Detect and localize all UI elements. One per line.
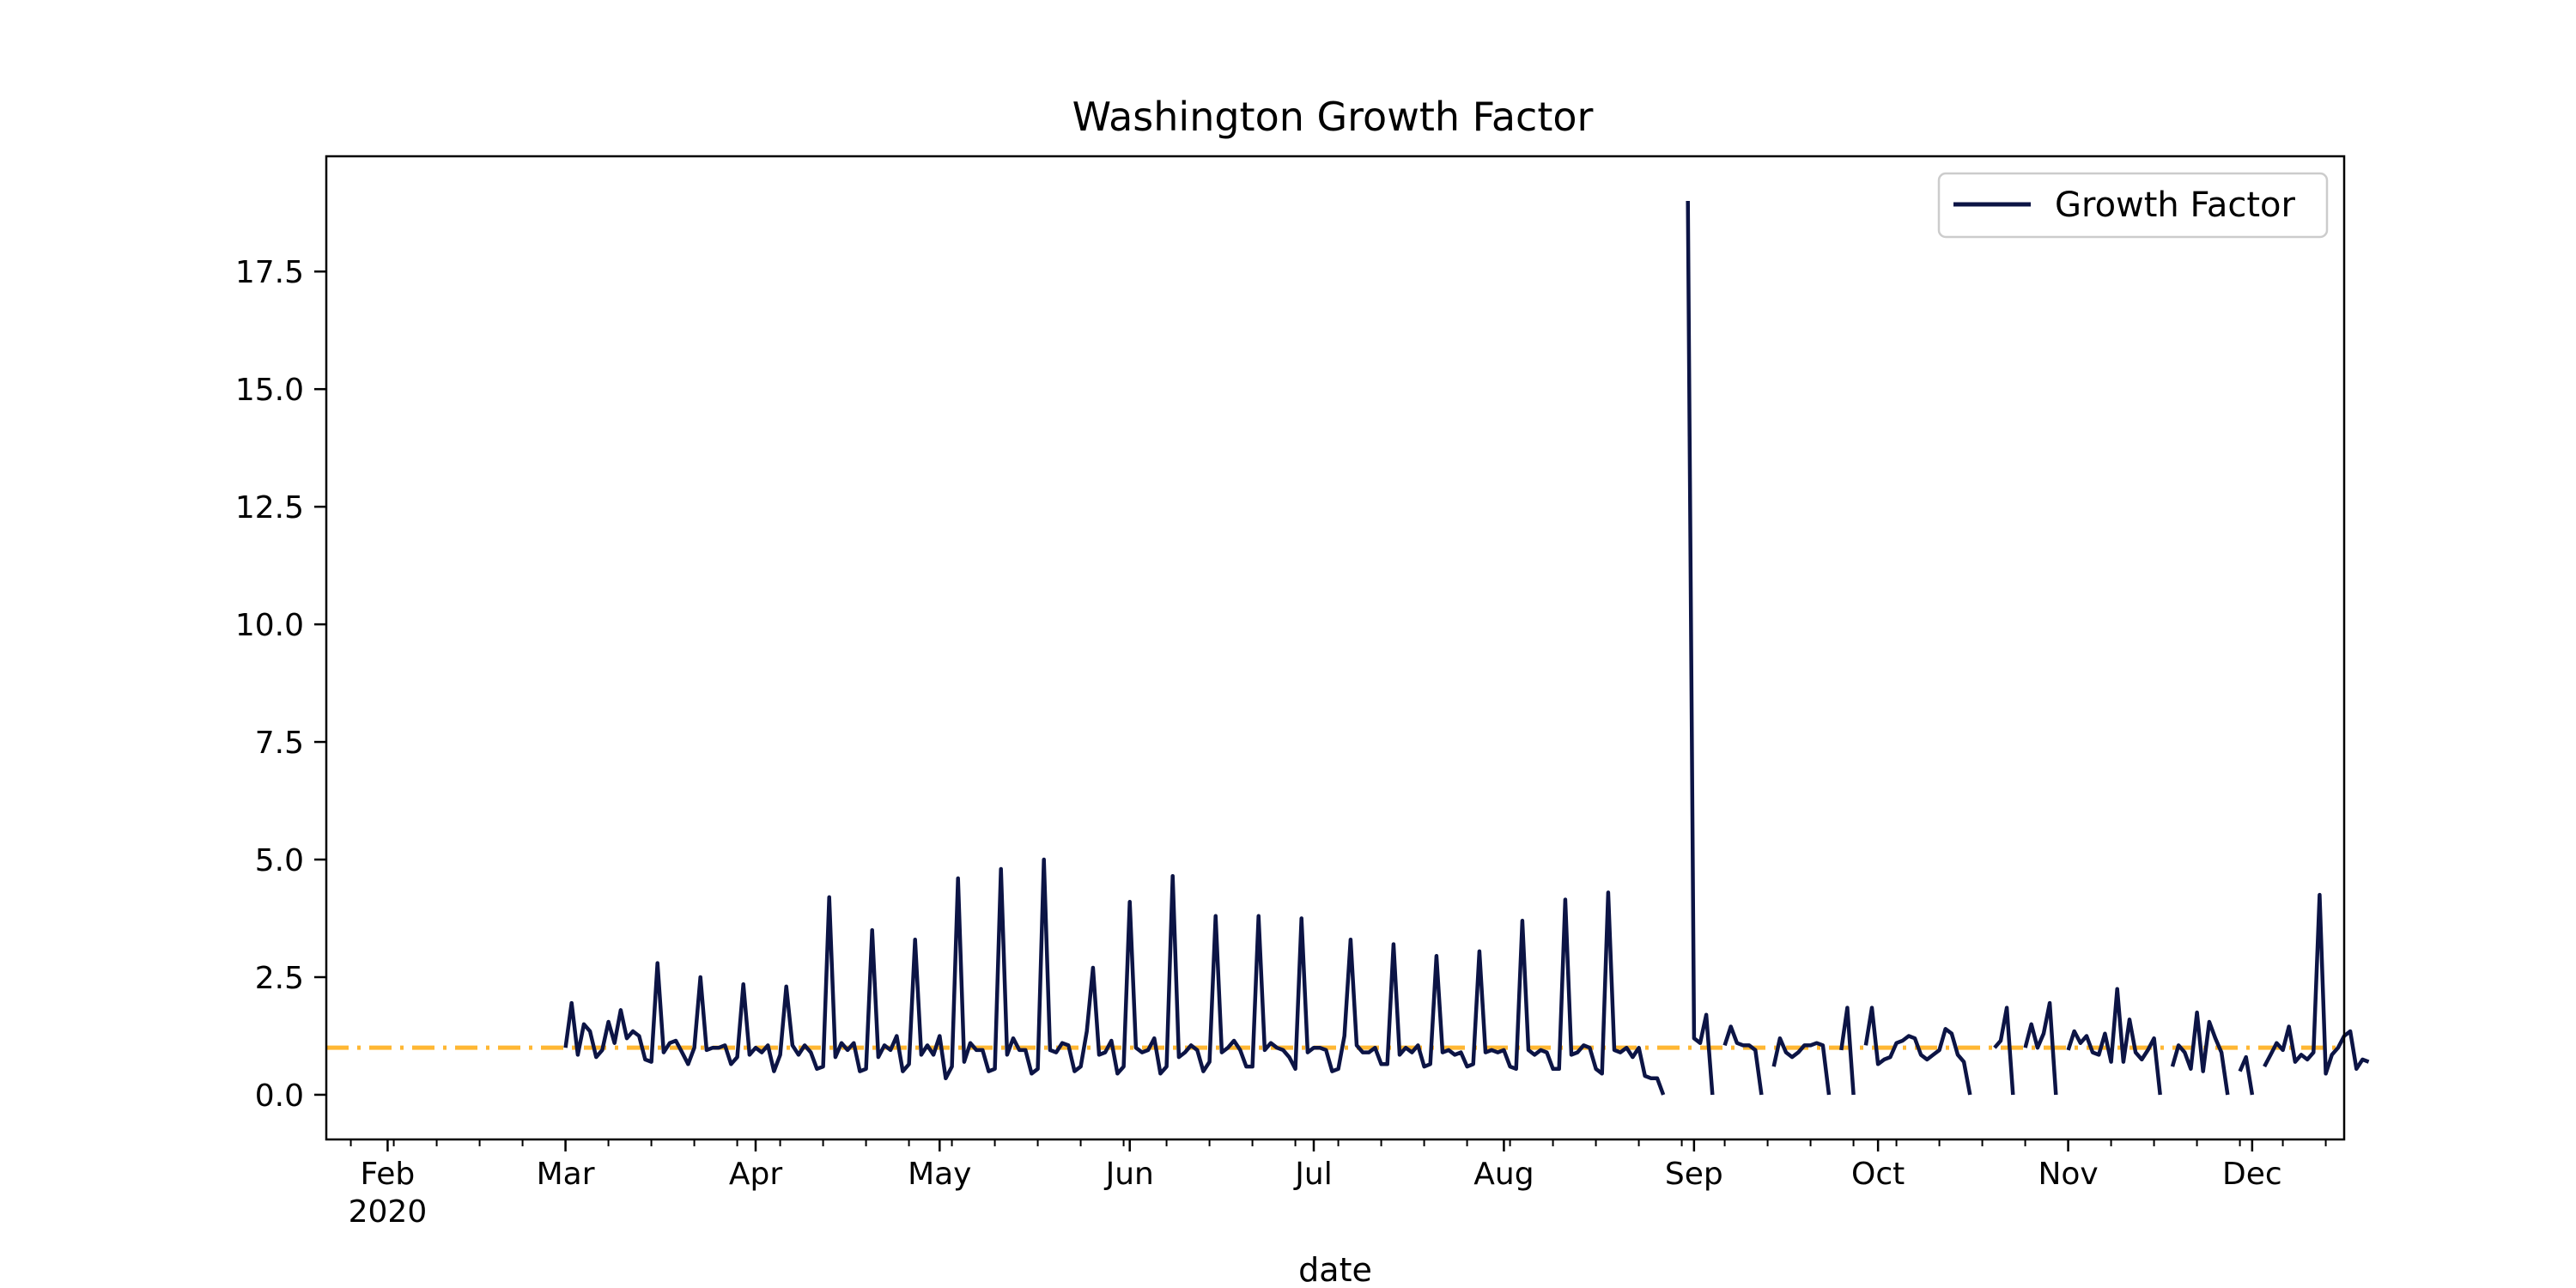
y-tick-label: 7.5 — [255, 726, 304, 761]
series-line-segment — [2170, 1010, 2230, 1096]
series-line-segment — [1993, 1005, 2015, 1096]
x-tick-label: Oct — [1851, 1157, 1905, 1192]
y-tick-label: 17.5 — [235, 255, 304, 290]
x-axis-label: date — [1298, 1251, 1372, 1288]
series-line-segment — [1771, 1036, 1832, 1096]
x-tick-label: Mar — [537, 1157, 595, 1192]
legend-box — [1937, 172, 2329, 239]
series-line-segment — [2023, 1000, 2058, 1096]
series-line-segment — [2238, 1054, 2255, 1096]
x-tick-label: Feb — [361, 1157, 416, 1192]
x-tick-label: Nov — [2038, 1157, 2098, 1192]
y-tick-label: 0.0 — [255, 1078, 304, 1114]
plot-frame — [325, 155, 2346, 1141]
x-tick-sublabel: 2020 — [349, 1194, 428, 1230]
series-line-segment — [2066, 987, 2162, 1096]
y-tick-label: 5.0 — [255, 843, 304, 878]
series-line-segment — [2263, 892, 2370, 1076]
y-tick-label: 12.5 — [235, 490, 304, 526]
y-tick-label: 10.0 — [235, 608, 304, 643]
series-line-segment — [563, 857, 1666, 1096]
y-tick-label: 15.0 — [235, 373, 304, 408]
chart-title: Washington Growth Factor — [1072, 94, 1594, 140]
x-tick-label: Aug — [1473, 1157, 1534, 1192]
x-tick-label: May — [908, 1157, 971, 1192]
x-tick-label: Apr — [729, 1157, 782, 1192]
x-tick-label: Dec — [2222, 1157, 2282, 1192]
y-tick-label: 2.5 — [255, 961, 304, 996]
x-tick-label: Sep — [1665, 1157, 1723, 1192]
series-layer — [563, 200, 2370, 1096]
series-line-segment — [1863, 1005, 1972, 1096]
x-tick-label: Jul — [1293, 1157, 1332, 1192]
y-axis: 0.0 2.5 5.0 7.5 10.0 12.5 15.0 17.5 — [235, 255, 326, 1114]
series-line-segment — [1722, 1024, 1764, 1096]
x-tick-label: Jun — [1104, 1157, 1154, 1192]
series-line-segment — [1839, 1005, 1856, 1096]
legend: Growth Factor — [1937, 172, 2329, 239]
legend-label-growth-factor: Growth Factor — [2055, 185, 2295, 225]
series-line-segment — [1686, 200, 1715, 1096]
